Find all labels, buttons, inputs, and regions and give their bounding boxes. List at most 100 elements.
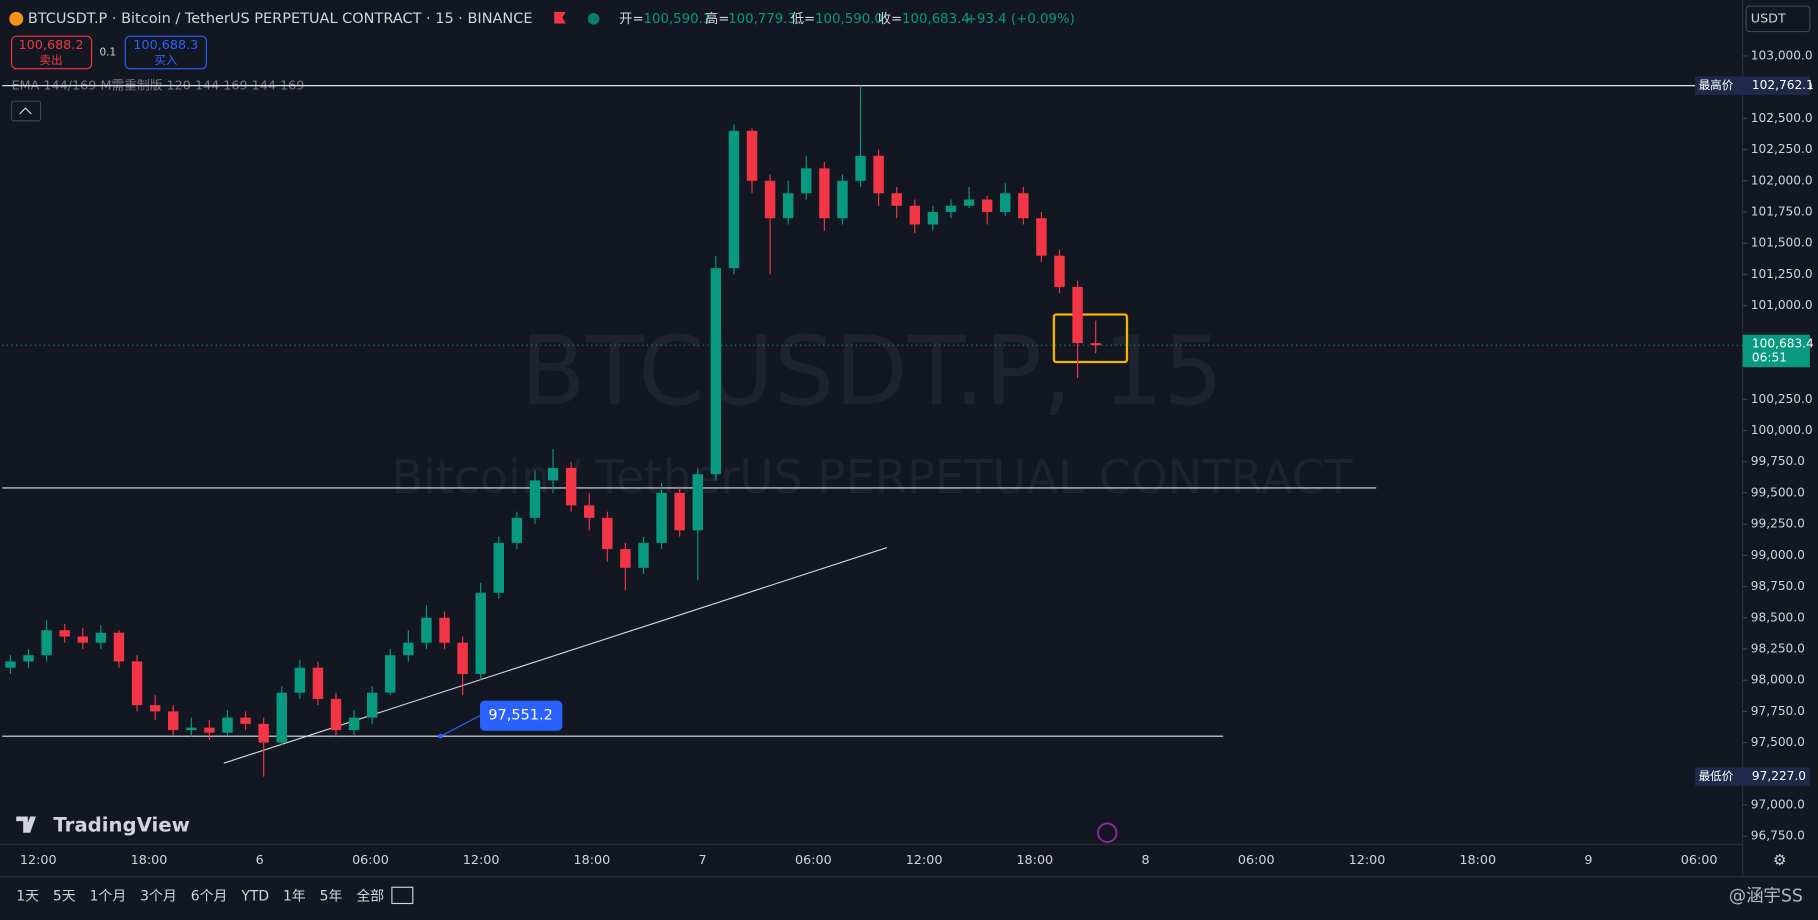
candle-body bbox=[168, 711, 179, 731]
date-range-icon[interactable] bbox=[391, 886, 414, 905]
buy-button[interactable] bbox=[124, 35, 207, 70]
y-tick-label: 99,250.0 bbox=[1751, 517, 1805, 531]
price-label: 97,551.2 bbox=[488, 708, 553, 724]
candle-body bbox=[1072, 286, 1083, 344]
ohlc: 开= 100,590.1 高= 100,779.3 低= 100,590.0 收… bbox=[619, 10, 1075, 27]
candle-body bbox=[77, 636, 89, 643]
x-tick-label: 12:00 bbox=[20, 853, 57, 868]
candle-body bbox=[692, 474, 703, 531]
y-tick-label: 96,750.0 bbox=[1751, 829, 1805, 843]
y-tick-label: 97,750.0 bbox=[1751, 704, 1805, 718]
candle-body bbox=[981, 199, 993, 212]
timeframe-button[interactable]: 1年 bbox=[283, 889, 306, 905]
x-tick-label: 18:00 bbox=[574, 853, 611, 868]
x-tick-label: 06:00 bbox=[1238, 853, 1275, 868]
sell-button[interactable] bbox=[11, 35, 93, 70]
candle-body bbox=[439, 617, 450, 643]
sell-label: 卖出 bbox=[39, 53, 62, 67]
candle-body bbox=[620, 549, 631, 568]
collapse-icon bbox=[19, 107, 32, 115]
candle-body bbox=[294, 667, 306, 693]
close-value: 100,683.4 bbox=[902, 12, 970, 27]
x-tick-label: 18:00 bbox=[131, 853, 168, 868]
logo-icon bbox=[16, 816, 36, 833]
timeframe-button[interactable]: YTD bbox=[240, 889, 269, 905]
currency-select[interactable] bbox=[1745, 5, 1811, 33]
candle-body bbox=[1018, 193, 1029, 219]
candle-body bbox=[186, 727, 197, 731]
candle-body bbox=[348, 717, 360, 731]
x-tick-label: 12:00 bbox=[463, 853, 500, 868]
candle-body bbox=[1090, 343, 1101, 346]
candle-body bbox=[385, 655, 396, 693]
logo: TradingView bbox=[53, 813, 190, 836]
candle-body bbox=[963, 199, 975, 206]
candle-body bbox=[59, 630, 70, 637]
timeframe-button[interactable]: 5年 bbox=[320, 889, 343, 905]
x-tick-label: 18:00 bbox=[1016, 853, 1053, 868]
x-tick-label: 7 bbox=[699, 853, 707, 868]
settings-icon[interactable]: ⚙ bbox=[1773, 851, 1787, 869]
candle-body bbox=[801, 168, 812, 194]
buy-price: 100,688.3 bbox=[133, 38, 198, 53]
candle-body bbox=[710, 268, 722, 475]
last-price: 100,683.4 bbox=[1752, 336, 1814, 350]
countdown: 06:51 bbox=[1752, 350, 1787, 364]
candle-body bbox=[475, 592, 486, 674]
candle-body bbox=[855, 155, 866, 181]
x-tick-label: 12:00 bbox=[1349, 853, 1386, 868]
candle-body bbox=[222, 717, 233, 733]
watermark: BTCUSDT.P, 15 Bitcoin / TetherUS PERPETU… bbox=[391, 317, 1353, 504]
y-tick-label: 97,000.0 bbox=[1751, 798, 1805, 812]
anchor-point bbox=[438, 733, 443, 739]
candle-body bbox=[204, 727, 215, 733]
y-tick-label: 98,000.0 bbox=[1751, 673, 1805, 687]
low-tag-value: 97,227.0 bbox=[1752, 769, 1806, 783]
lightning-icon[interactable] bbox=[1097, 822, 1118, 843]
high-tag-label: 最高价 bbox=[1699, 78, 1734, 92]
x-tick-label: 06:00 bbox=[352, 853, 389, 868]
timeframe-button[interactable]: 6个月 bbox=[191, 889, 228, 905]
candle-body bbox=[23, 655, 34, 662]
candle-body bbox=[656, 492, 667, 543]
status-dot bbox=[587, 13, 600, 25]
close-label: 收= bbox=[878, 11, 903, 27]
candle-body bbox=[764, 180, 776, 219]
y-tick-label: 100,250.0 bbox=[1751, 392, 1813, 406]
y-tick-label: 98,250.0 bbox=[1751, 641, 1805, 655]
timeframe-button[interactable]: 1个月 bbox=[90, 889, 127, 905]
x-tick-label: 6 bbox=[256, 853, 264, 868]
price-label-box bbox=[480, 700, 563, 731]
collapse-button[interactable] bbox=[11, 100, 42, 122]
candle-body bbox=[529, 480, 541, 518]
high-tag-value: 102,762.1 bbox=[1752, 78, 1814, 92]
open-label: 开= bbox=[619, 12, 644, 27]
symbol-title: BTCUSDT.P · Bitcoin / TetherUS PERPETUAL… bbox=[28, 11, 533, 27]
last-price-tag bbox=[1742, 334, 1810, 368]
candle-body bbox=[602, 517, 613, 550]
y-tick-label: 97,500.0 bbox=[1751, 735, 1805, 749]
highlight-box bbox=[1052, 313, 1129, 364]
high-label: 高= bbox=[705, 10, 730, 27]
timeframe-button[interactable]: 5天 bbox=[53, 889, 76, 905]
candle-body bbox=[5, 661, 16, 668]
candle-body bbox=[837, 180, 848, 219]
timeframe-button[interactable]: 1天 bbox=[16, 889, 39, 905]
x-tick-label: 18:00 bbox=[1459, 853, 1496, 868]
y-tick-label: 102,000.0 bbox=[1751, 173, 1813, 187]
timeframe-button[interactable]: 3个月 bbox=[140, 889, 177, 905]
candle-body bbox=[819, 168, 830, 219]
candle-body bbox=[873, 155, 884, 194]
timeframe-button[interactable]: 全部 bbox=[356, 888, 384, 905]
low-label: 低= bbox=[791, 11, 816, 27]
y-tick-label: 99,750.0 bbox=[1751, 454, 1805, 468]
candle-body bbox=[891, 193, 902, 206]
candle-body bbox=[457, 642, 468, 674]
candle-body bbox=[258, 723, 269, 743]
y-tick-label: 99,000.0 bbox=[1751, 548, 1805, 562]
y-tick-label: 98,750.0 bbox=[1751, 579, 1805, 593]
candle-body bbox=[584, 505, 595, 518]
y-tick-label: 101,000.0 bbox=[1751, 298, 1813, 312]
label-connector bbox=[440, 715, 481, 737]
